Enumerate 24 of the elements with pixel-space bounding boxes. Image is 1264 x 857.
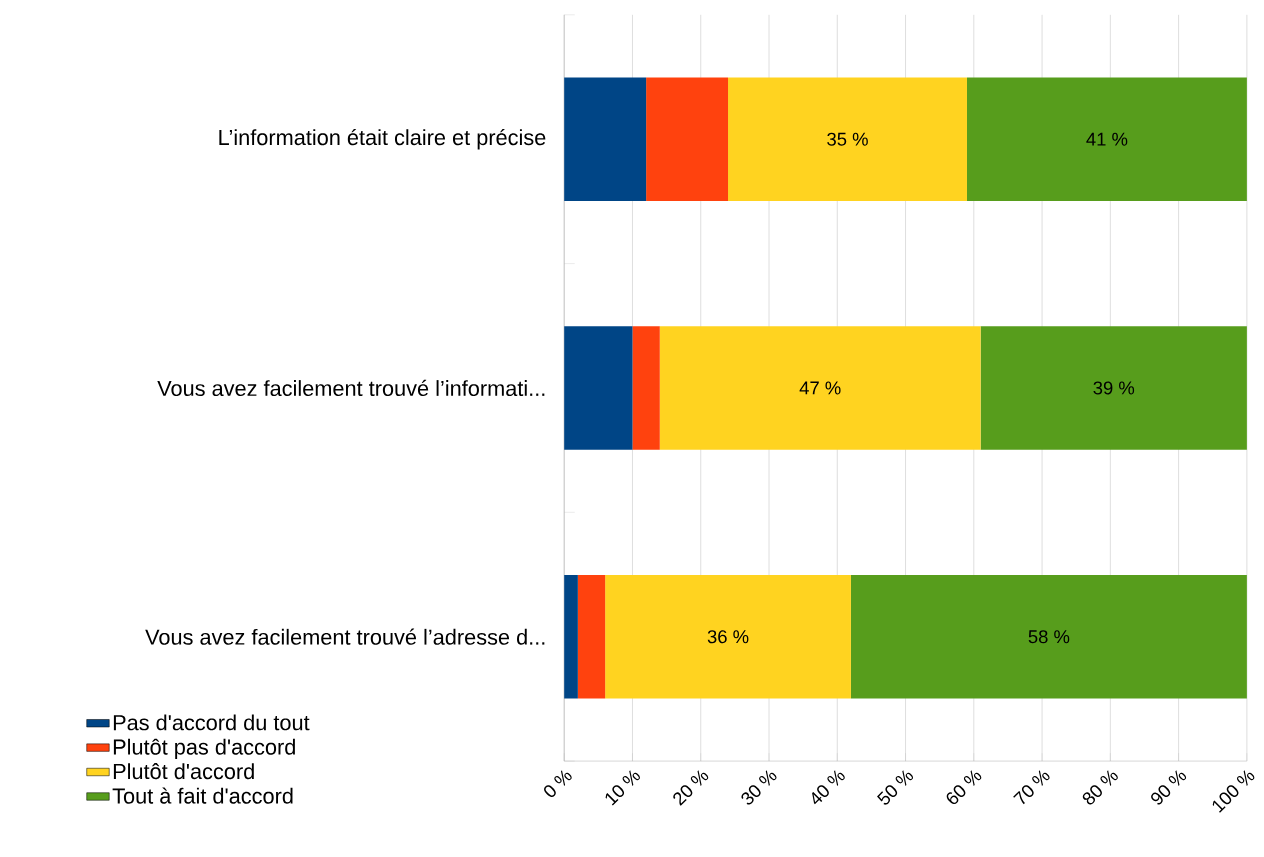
x-tick-label: 50 % — [877, 770, 914, 805]
x-tick-label: 30 % — [741, 770, 777, 805]
y-tick-label: Vous avez facilement trouvé l’adresse d... — [145, 628, 545, 645]
data-label: 36 % — [707, 630, 749, 644]
data-label: 41 % — [1086, 132, 1128, 146]
data-label: 58 % — [1028, 630, 1070, 644]
x-tick-label: 70 % — [1013, 770, 1050, 805]
x-tick-label: 0 % — [544, 770, 572, 798]
data-label: 39 % — [1093, 381, 1135, 395]
y-tick-label: Vous avez facilement trouvé l’informati... — [157, 379, 545, 397]
legend-label: Plutôt d'accord — [113, 763, 254, 780]
x-tick-label: 20 % — [673, 770, 709, 806]
x-tick-label: 60 % — [946, 770, 982, 805]
legend-label: Pas d'accord du tout — [113, 714, 310, 731]
x-tick-label: 40 % — [812, 770, 845, 805]
data-label: 35 % — [827, 132, 868, 146]
x-tick-label: 80 % — [1082, 770, 1118, 805]
data-label: 47 % — [799, 381, 841, 395]
legend-label: Tout à fait d'accord — [112, 787, 293, 804]
legend-label: Plutôt pas d'accord — [113, 738, 295, 760]
x-tick-label: 100 % — [1212, 770, 1255, 813]
x-tick-label: 10 % — [605, 770, 640, 806]
x-tick-label: 90 % — [1151, 770, 1187, 805]
y-tick-label: L’information était claire et précise — [219, 128, 546, 150]
